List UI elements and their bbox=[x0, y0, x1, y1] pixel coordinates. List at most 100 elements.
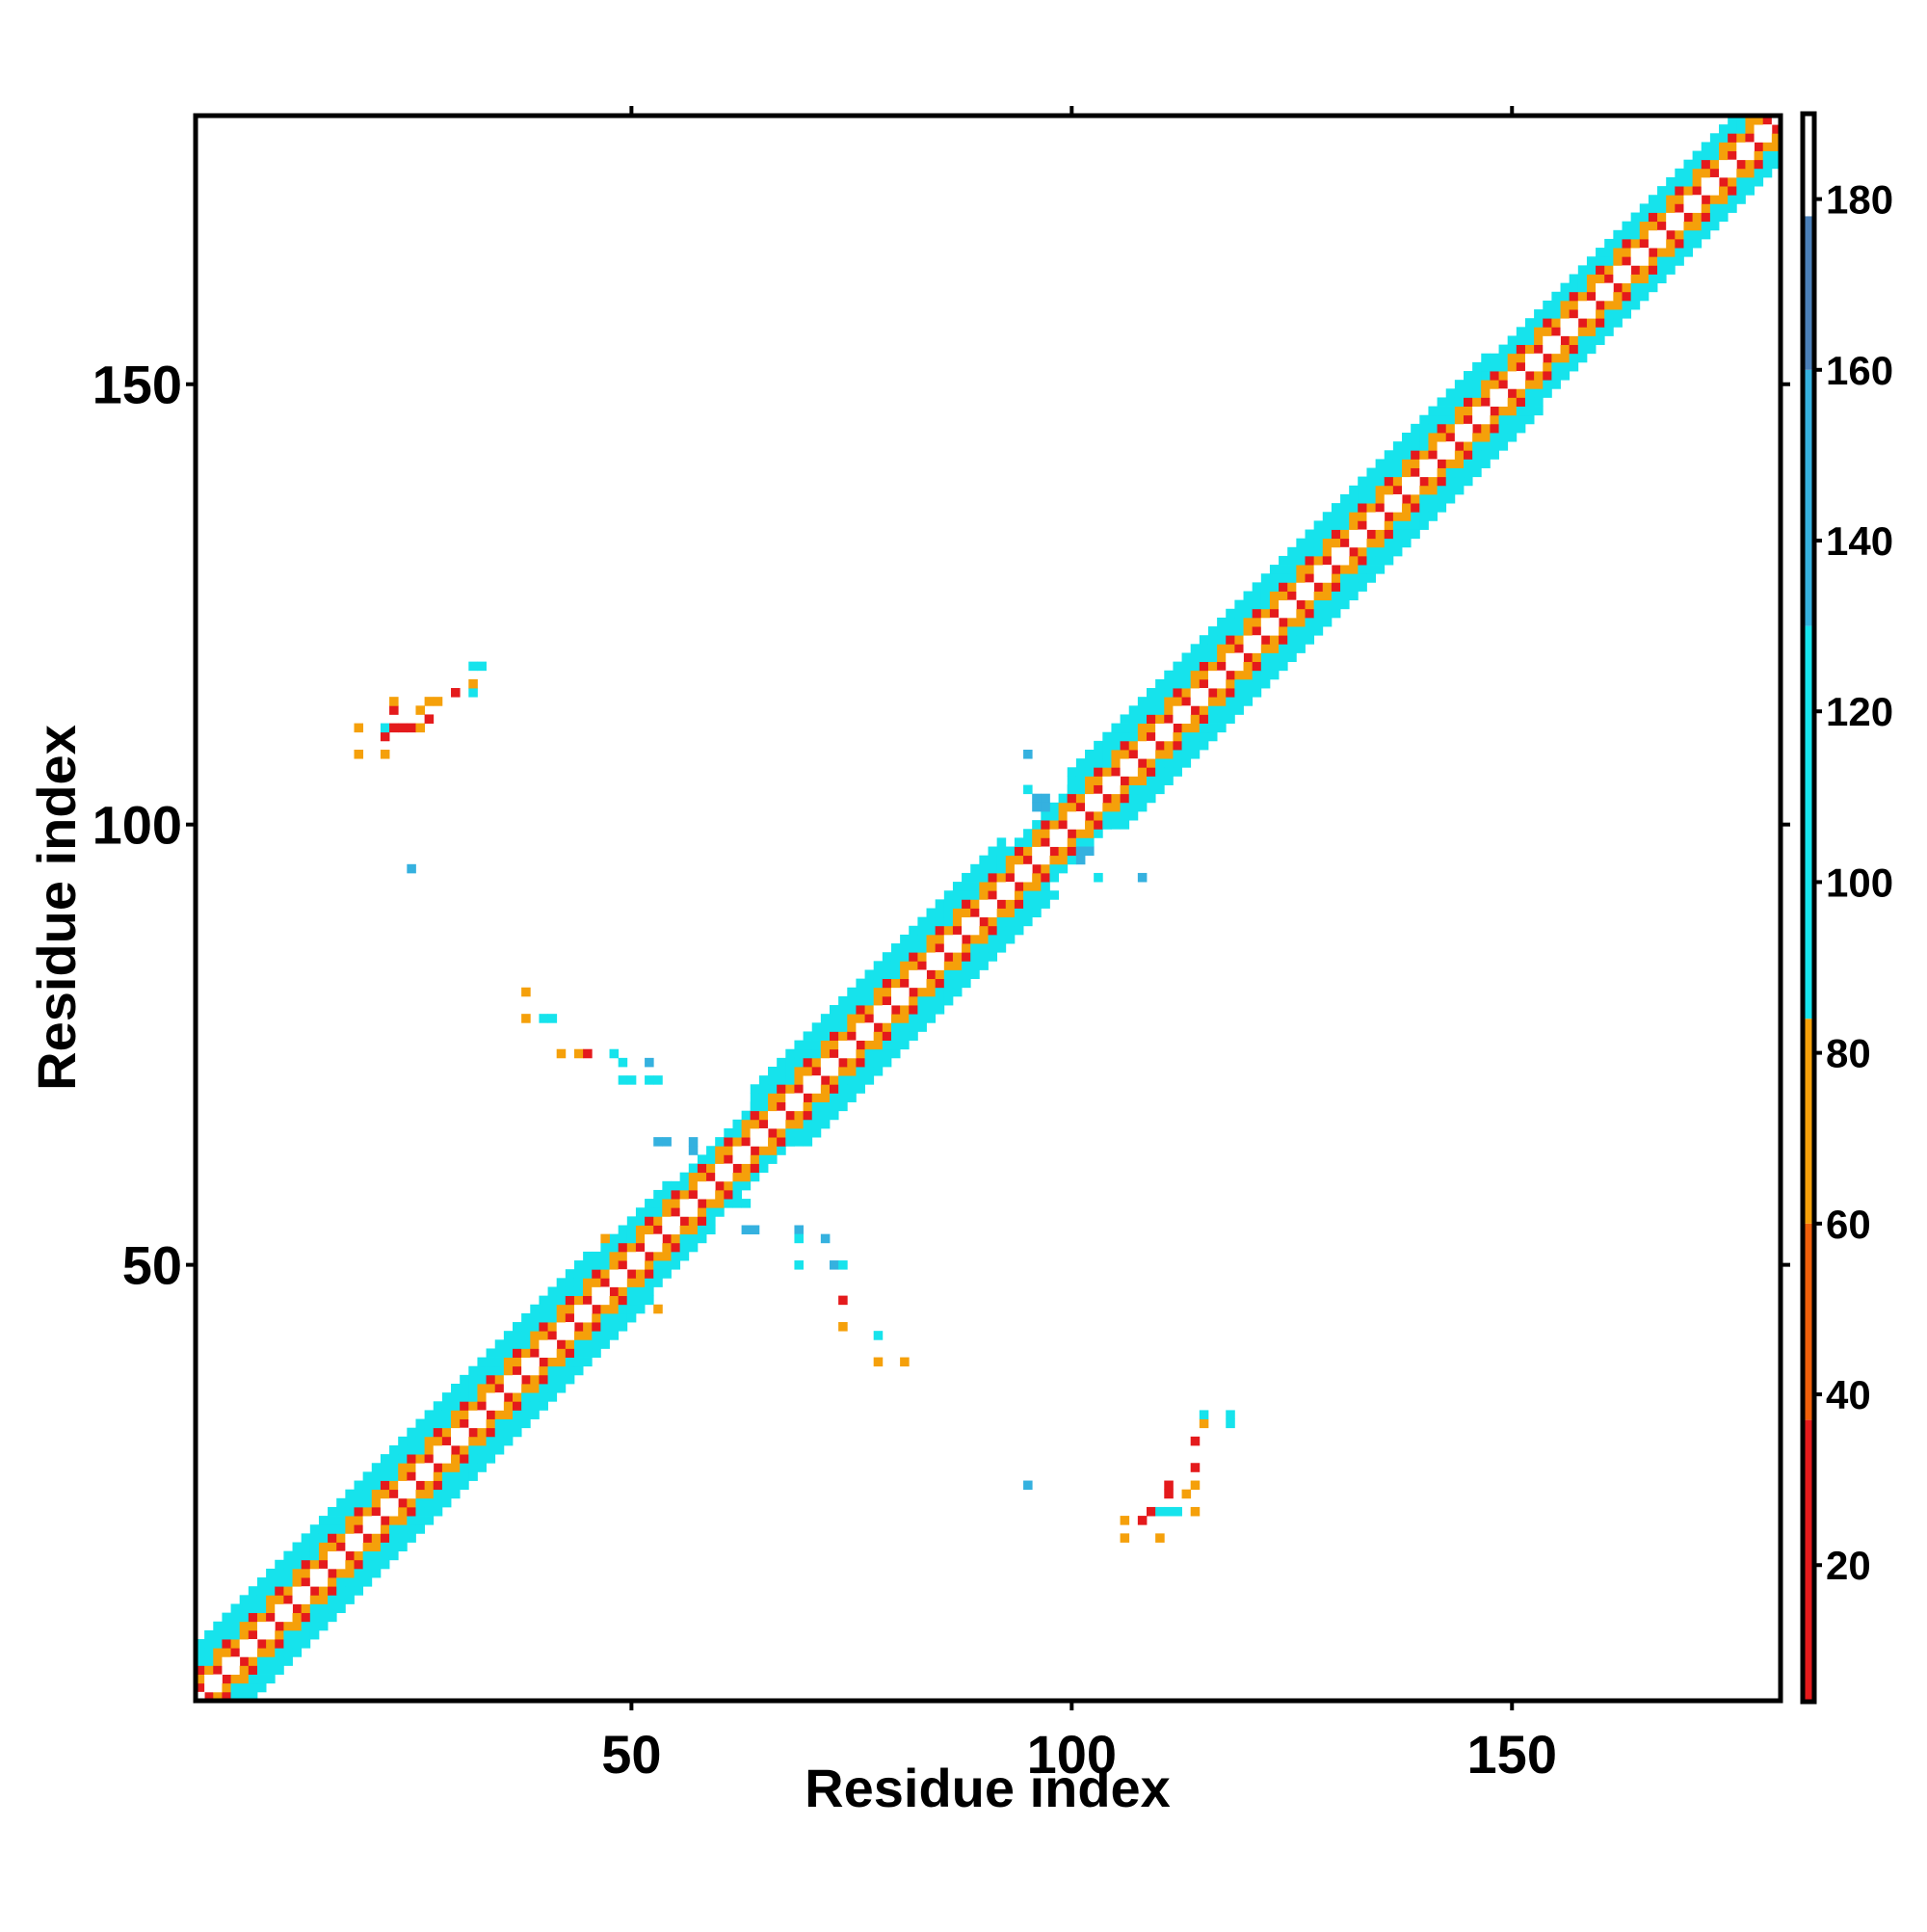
heatmap-cell bbox=[962, 882, 971, 891]
heatmap-cell bbox=[283, 1621, 293, 1631]
heatmap-cell bbox=[1269, 644, 1280, 653]
heatmap-cell bbox=[1666, 238, 1676, 249]
heatmap-cell bbox=[424, 1480, 435, 1491]
heatmap-cell bbox=[1445, 414, 1456, 425]
heatmap-cell bbox=[292, 1586, 303, 1596]
heatmap-cell bbox=[662, 1233, 672, 1244]
heatmap-cell bbox=[609, 1233, 620, 1244]
heatmap-cell bbox=[1692, 221, 1703, 231]
heatmap-cell bbox=[477, 1418, 487, 1429]
heatmap-cell bbox=[618, 1286, 628, 1297]
heatmap-cell bbox=[1622, 248, 1632, 257]
heatmap-cell bbox=[1596, 274, 1605, 284]
heatmap-cell bbox=[1075, 855, 1086, 865]
heatmap-cell bbox=[1217, 688, 1227, 698]
heatmap-cell bbox=[1331, 503, 1341, 513]
heatmap-cell bbox=[1111, 758, 1121, 768]
heatmap-cell bbox=[239, 1595, 250, 1604]
heatmap-cell bbox=[1331, 538, 1341, 548]
heatmap-cell bbox=[1719, 150, 1729, 161]
heatmap-cell bbox=[1094, 740, 1103, 751]
heatmap-cell bbox=[1085, 810, 1095, 821]
heatmap-cell bbox=[204, 1682, 214, 1693]
x-tick-label: 50 bbox=[601, 1724, 661, 1785]
heatmap-cell bbox=[1164, 688, 1174, 698]
heatmap-cell bbox=[345, 1577, 355, 1587]
heatmap-cell bbox=[1516, 397, 1526, 407]
heatmap-cell bbox=[1331, 599, 1341, 610]
heatmap-cell bbox=[1445, 388, 1456, 398]
heatmap-cell bbox=[1155, 750, 1165, 759]
heatmap-cell bbox=[830, 1067, 839, 1076]
heatmap-cell bbox=[1701, 195, 1711, 204]
heatmap-cell bbox=[530, 1357, 540, 1367]
heatmap-cell bbox=[556, 1286, 567, 1297]
heatmap-cell bbox=[803, 1084, 813, 1094]
heatmap-cell bbox=[758, 1110, 769, 1121]
heatmap-cell bbox=[275, 1586, 284, 1596]
heatmap-cell bbox=[1041, 793, 1050, 804]
heatmap-cell bbox=[1402, 538, 1412, 548]
heatmap-cell bbox=[1305, 565, 1315, 574]
heatmap-cell bbox=[662, 1207, 672, 1217]
heatmap-cell bbox=[1234, 608, 1244, 619]
heatmap-cell bbox=[565, 1339, 575, 1349]
heatmap-cell bbox=[539, 1331, 548, 1340]
heatmap-cell bbox=[389, 1533, 399, 1543]
heatmap-cell bbox=[635, 1251, 646, 1261]
heatmap-cell bbox=[1586, 282, 1597, 293]
heatmap-cell bbox=[1630, 212, 1641, 223]
heatmap-cell bbox=[1560, 371, 1571, 381]
heatmap-cell bbox=[213, 1629, 223, 1640]
heatmap-cell bbox=[1111, 776, 1121, 785]
heatmap-cell bbox=[1137, 767, 1148, 777]
heatmap-cell bbox=[1331, 591, 1341, 601]
heatmap-cell bbox=[847, 1075, 857, 1085]
heatmap-cell bbox=[354, 750, 364, 759]
heatmap-cell bbox=[1762, 124, 1773, 134]
heatmap-cell bbox=[873, 1031, 884, 1041]
heatmap-cell bbox=[1032, 793, 1042, 804]
heatmap-cell bbox=[1226, 705, 1235, 715]
heatmap-cell bbox=[1534, 388, 1544, 398]
heatmap-cell bbox=[1217, 635, 1227, 645]
heatmap-cell bbox=[600, 1312, 610, 1323]
heatmap-cell bbox=[1639, 248, 1650, 257]
heatmap-cell bbox=[830, 1084, 839, 1094]
heatmap-cell bbox=[1630, 265, 1641, 275]
heatmap-cell bbox=[1217, 714, 1227, 724]
heatmap-cell bbox=[970, 961, 980, 970]
heatmap-cell bbox=[1675, 212, 1684, 223]
heatmap-cell bbox=[573, 1348, 584, 1358]
heatmap-cell bbox=[292, 1577, 303, 1587]
heatmap-cell bbox=[1322, 565, 1333, 574]
heatmap-cell bbox=[794, 1040, 804, 1050]
heatmap-cell bbox=[336, 1516, 346, 1525]
heatmap-cell bbox=[838, 1093, 848, 1102]
heatmap-cell bbox=[847, 1022, 857, 1032]
heatmap-cell bbox=[583, 1048, 593, 1059]
heatmap-cell bbox=[1181, 670, 1192, 680]
heatmap-cell bbox=[1366, 573, 1377, 583]
heatmap-cell bbox=[248, 1656, 258, 1666]
heatmap-cell bbox=[573, 1312, 584, 1323]
heatmap-cell bbox=[573, 1322, 584, 1332]
heatmap-cell bbox=[292, 1550, 303, 1561]
heatmap-cell bbox=[441, 1401, 452, 1411]
heatmap-cell bbox=[292, 1612, 303, 1623]
heatmap-cell bbox=[1155, 688, 1165, 698]
heatmap-cell bbox=[1709, 176, 1720, 187]
heatmap-cell bbox=[1683, 238, 1694, 249]
heatmap-cell bbox=[750, 1110, 760, 1121]
heatmap-cell bbox=[1094, 767, 1103, 777]
heatmap-cell bbox=[1366, 546, 1377, 557]
heatmap-cell bbox=[890, 1022, 901, 1032]
heatmap-cell bbox=[1445, 423, 1456, 434]
heatmap-cell bbox=[1269, 573, 1280, 583]
heatmap-cell bbox=[407, 1516, 416, 1525]
heatmap-cell bbox=[1762, 168, 1773, 178]
heatmap-cell bbox=[565, 1365, 575, 1376]
heatmap-cell bbox=[1199, 652, 1209, 663]
heatmap-cell bbox=[1411, 493, 1420, 504]
heatmap-cell bbox=[1622, 256, 1632, 266]
